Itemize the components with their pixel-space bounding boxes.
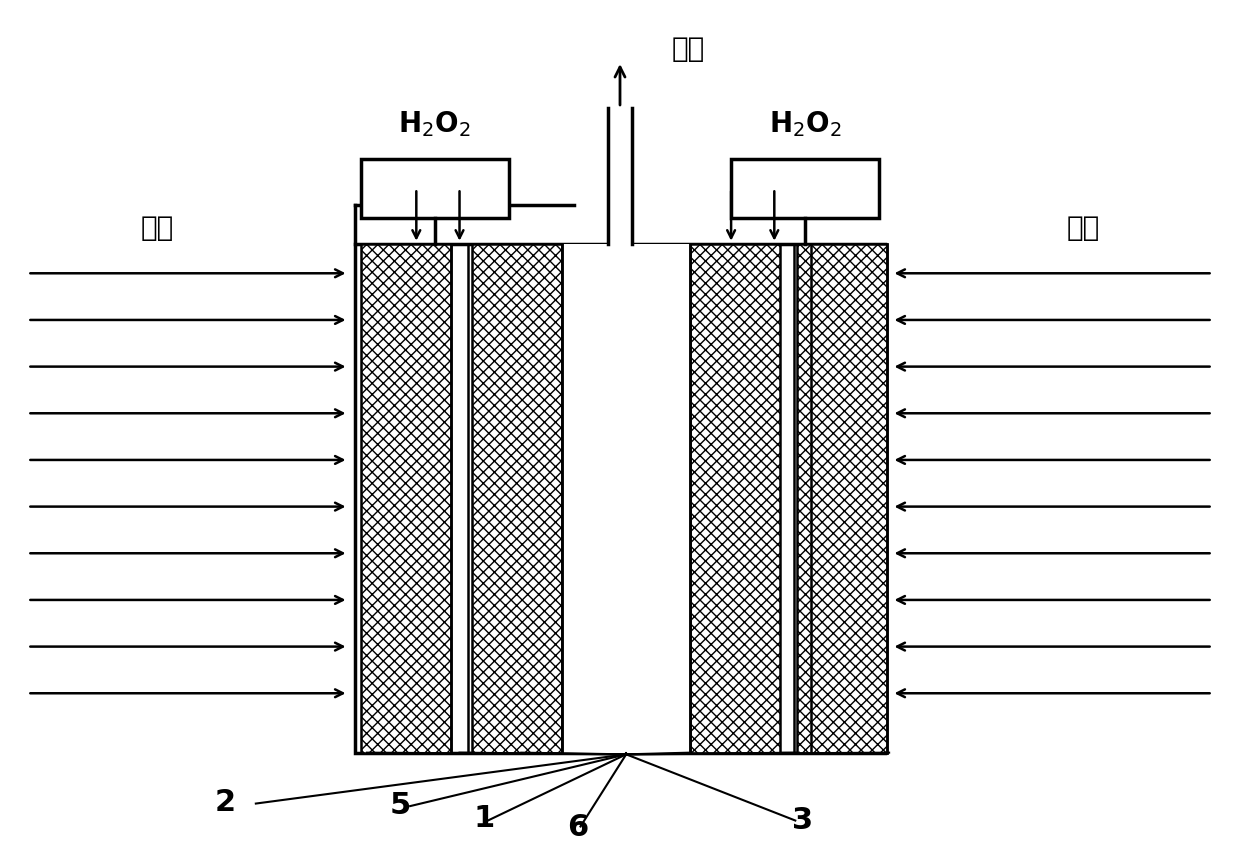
Bar [361, 160, 508, 219]
Bar [796, 244, 887, 752]
Text: 出水: 出水 [671, 36, 704, 63]
Bar [691, 244, 780, 752]
Bar [472, 244, 562, 752]
Bar [732, 160, 879, 219]
Bar [361, 244, 451, 752]
Text: 进水: 进水 [1066, 213, 1100, 241]
Text: 6: 6 [568, 812, 589, 841]
Text: H$_2$O$_2$: H$_2$O$_2$ [769, 108, 842, 138]
Text: H$_2$O$_2$: H$_2$O$_2$ [398, 108, 471, 138]
Text: 1: 1 [474, 804, 495, 833]
Bar [355, 244, 885, 752]
Bar [562, 244, 691, 752]
Text: 3: 3 [792, 805, 813, 834]
Bar [608, 108, 632, 244]
Text: 5: 5 [389, 790, 410, 819]
Text: 进水: 进水 [140, 213, 174, 241]
Text: 2: 2 [215, 787, 236, 816]
